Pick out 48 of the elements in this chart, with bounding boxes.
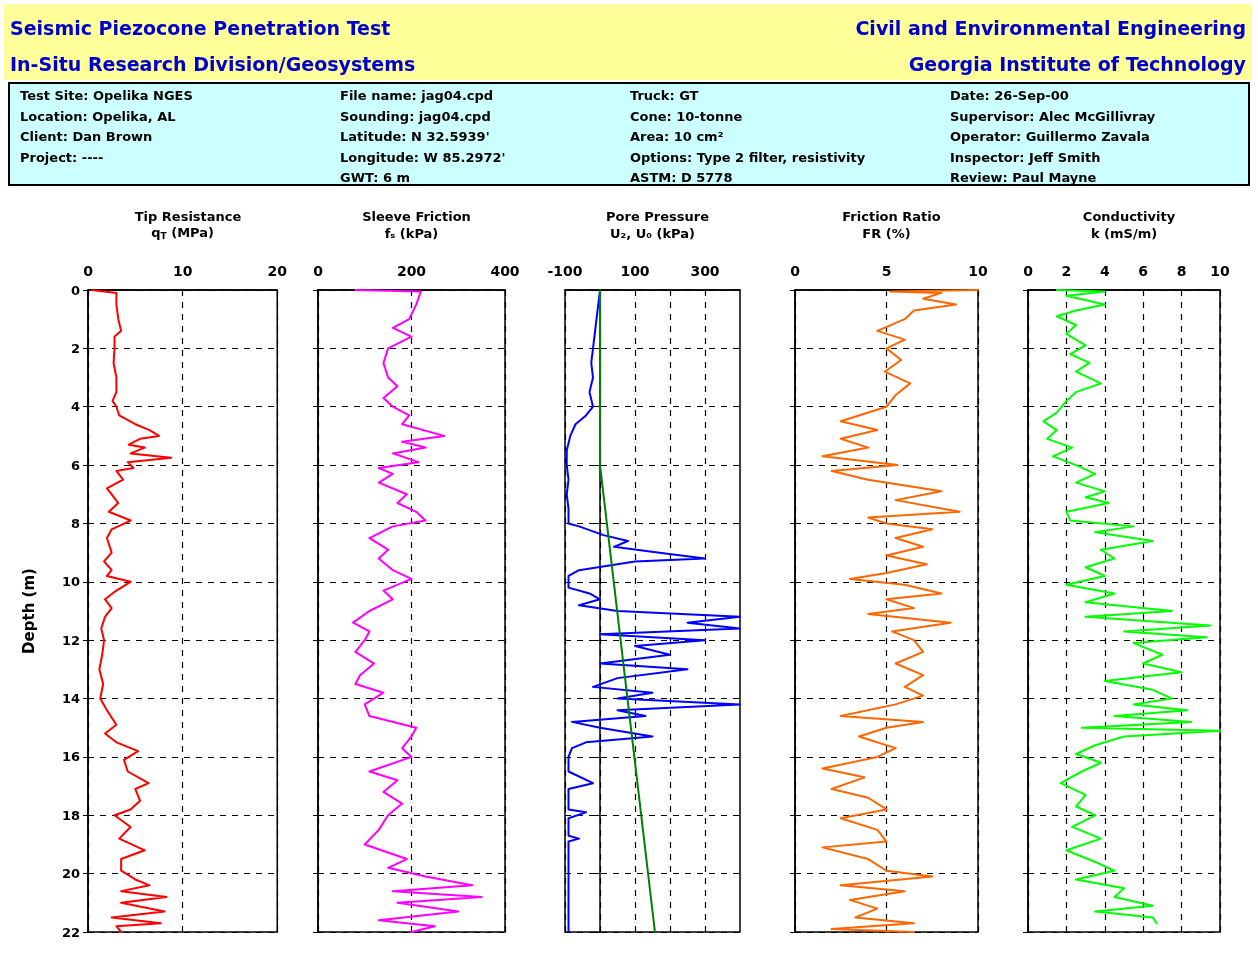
y-tick-label: 12: [61, 632, 80, 648]
text: Seismic Piezocone Penetration Test: [10, 16, 392, 41]
y-tick-label: 14: [61, 691, 80, 707]
y-tick-label: 20: [61, 866, 80, 882]
x-tick-label: 5: [881, 263, 892, 279]
text: Truck: GT Cone: 10-tonne Area: 10 cm² Options: Type 2 filter, resistivity ASTM: D 5778: [629, 87, 867, 185]
y-tick-label: 18: [61, 807, 80, 823]
x-tick-label: 0: [313, 263, 324, 279]
x-axis-title: FR (%): [862, 226, 911, 241]
text: Test Site: Opelika NGES Location: Opelika, AL Client: Dan Brown Project: ----: [19, 87, 194, 167]
y-tick-label: 16: [61, 749, 80, 765]
x-tick-label: 2: [1061, 263, 1072, 279]
x-tick-label: 0: [790, 263, 801, 279]
x-tick-label: 8: [1176, 263, 1187, 279]
x-tick-label: 100: [620, 263, 650, 279]
y-tick-label: 6: [70, 457, 80, 473]
chart-title: Sleeve Friction: [362, 209, 471, 224]
chart-title: Tip Resistance: [134, 209, 242, 224]
text: File name: jag04.cpd Sounding: jag04.cpd Latitude: N 32.5939' Longitude: W 85.2972' GWT: 6 m: [339, 87, 507, 185]
chart-title: Pore Pressure: [606, 209, 710, 224]
x-tick-label: 10: [1210, 263, 1230, 279]
x-tick-label: 10: [172, 263, 193, 279]
x-axis-title: U₂, U₀ (kPa): [610, 226, 695, 241]
x-tick-label: 20: [267, 263, 288, 279]
x-tick-label: 200: [396, 263, 427, 279]
x-axis-title: fₛ (kPa): [384, 226, 439, 241]
x-axis-title: k (mS/m): [1090, 226, 1158, 241]
y-tick-label: 8: [70, 515, 80, 531]
x-tick-label: 10: [968, 263, 988, 279]
y-tick-label: 4: [70, 399, 80, 415]
y-axis-title: Depth (m): [19, 568, 38, 654]
x-tick-label: 0: [1023, 263, 1034, 279]
x-tick-label: 0: [83, 263, 94, 279]
x-tick-label: 6: [1138, 263, 1149, 279]
y-tick-label: 22: [61, 924, 80, 940]
y-tick-label: 2: [70, 340, 80, 356]
y-tick-label: 10: [61, 574, 80, 590]
text: Civil and Environmental Engineering: [855, 16, 1246, 41]
chart-title: Friction Ratio: [842, 209, 941, 224]
text: Date: 26-Sep-00 Supervisor: Alec McGillivray Operator: Guillermo Zavala Inspector: Jeff Smith Review: Paul Mayne: [949, 87, 1157, 185]
text: Georgia Institute of Technology: [907, 52, 1246, 77]
x-tick-label: 400: [490, 263, 520, 279]
x-tick-label: 300: [690, 263, 720, 279]
text: In-Situ Research Division/Geosystems: [10, 52, 416, 77]
y-tick-label: 0: [70, 282, 80, 298]
x-tick-label: 4: [1099, 263, 1110, 279]
chart-title: Conductivity: [1082, 209, 1176, 224]
x-tick-label: -100: [547, 263, 583, 279]
